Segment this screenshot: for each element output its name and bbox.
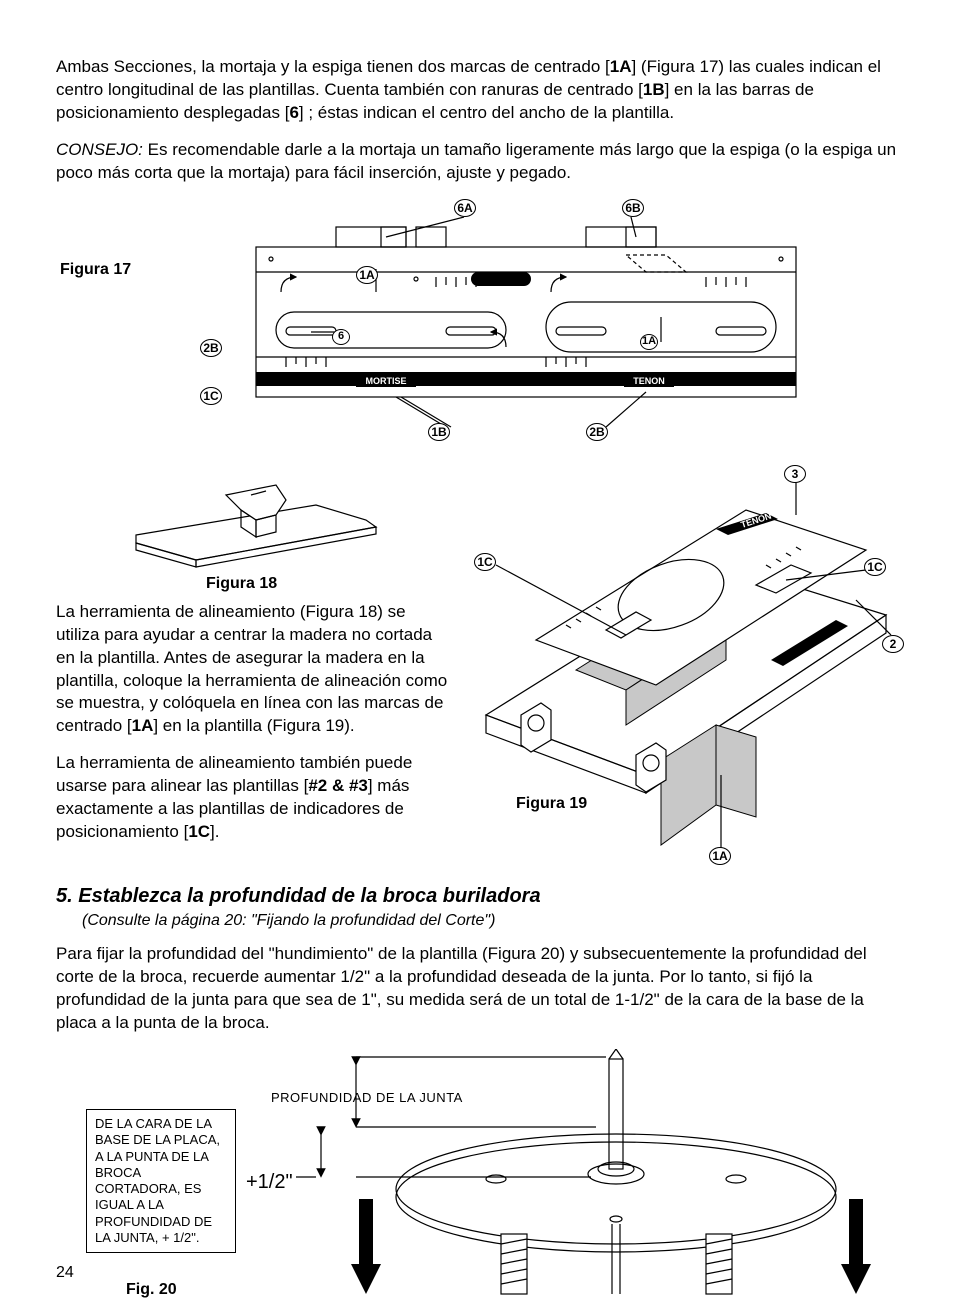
section-5-heading: 5. Establezca la profundidad de la broca… (56, 883, 898, 910)
figure-20-textbox: DE LA CARA DE LA BASE DE LA PLACA, A LA … (86, 1109, 236, 1253)
callout-1a-right: 1A (640, 334, 658, 350)
figure-17-container: Figura 17 6A 6B (56, 199, 898, 459)
intro-para-1: Ambas Secciones, la mortaja y la espiga … (56, 56, 898, 125)
p1-text-d: ] ; éstas indican el centro del ancho de… (299, 103, 674, 122)
figure-18-svg (126, 465, 386, 575)
figure-20-box-text: DE LA CARA DE LA BASE DE LA PLACA, A LA … (95, 1116, 220, 1245)
p3-ref-23: #2 & #3 (308, 776, 368, 795)
figure-17-label: Figura 17 (60, 259, 131, 281)
p1-ref-1a: 1A (610, 57, 632, 76)
middle-left-column: Figura 18 La herramienta de alineamiento… (56, 465, 466, 858)
middle-row: Figura 18 La herramienta de alineamiento… (56, 465, 898, 865)
para-4: Para fijar la profundidad del "hundimien… (56, 943, 898, 1035)
figure-18-container: Figura 18 (56, 465, 450, 595)
figure-20-svg (296, 1049, 896, 1299)
callout-6: 6 (332, 329, 350, 345)
page-number: 24 (56, 1262, 74, 1284)
figure-20-container: DE LA CARA DE LA BASE DE LA PLACA, A LA … (56, 1049, 898, 1299)
callout-2b-left: 2B (200, 339, 222, 357)
callout-fig19-1a: 1A (709, 847, 731, 865)
tenon-text: TENON (633, 376, 665, 386)
callout-2b-bottom: 2B (586, 423, 608, 441)
callout-fig19-2: 2 (882, 635, 904, 653)
p1-ref-6: 6 (289, 103, 298, 122)
callout-6a: 6A (454, 199, 476, 217)
section-5-sub: (Consulte la página 20: "Fijando la prof… (82, 910, 898, 932)
figure-17-svg: MORTISE TENON (246, 217, 806, 437)
callout-fig19-3: 3 (784, 465, 806, 483)
figure-19-label: Figura 19 (516, 793, 587, 815)
para-2: La herramienta de alineamiento (Figura 1… (56, 601, 450, 739)
tip-text: Es recomendable darle a la mortaja un ta… (56, 140, 896, 182)
callout-fig19-1c-right: 1C (864, 558, 886, 576)
callout-1a-top: 1A (356, 266, 378, 284)
mortise-text: MORTISE (365, 376, 406, 386)
figure-20-label: Fig. 20 (126, 1279, 177, 1301)
callout-1c-left: 1C (200, 387, 222, 405)
para-3: La herramienta de alineamiento también p… (56, 752, 450, 844)
callout-6b: 6B (622, 199, 644, 217)
tip-label: CONSEJO: (56, 140, 143, 159)
p1-ref-1b: 1B (643, 80, 665, 99)
p3-ref-1c: 1C (188, 822, 210, 841)
figure-18-label: Figura 18 (206, 573, 277, 595)
p2-text-b: ] en la plantilla (Figura 19). (153, 716, 354, 735)
tip-para: CONSEJO: Es recomendable darle a la mort… (56, 139, 898, 185)
figure-20-half-label: +1/2" (246, 1169, 293, 1196)
figure-19-container: TENON 3 1C 1C 2 1A Figura 19 (466, 465, 898, 865)
p1-text-a: Ambas Secciones, la mortaja y la espiga … (56, 57, 610, 76)
callout-fig19-1c-left: 1C (474, 553, 496, 571)
p2-ref-1a: 1A (132, 716, 154, 735)
p3-text-c: ]. (210, 822, 219, 841)
callout-1b-bottom: 1B (428, 423, 450, 441)
